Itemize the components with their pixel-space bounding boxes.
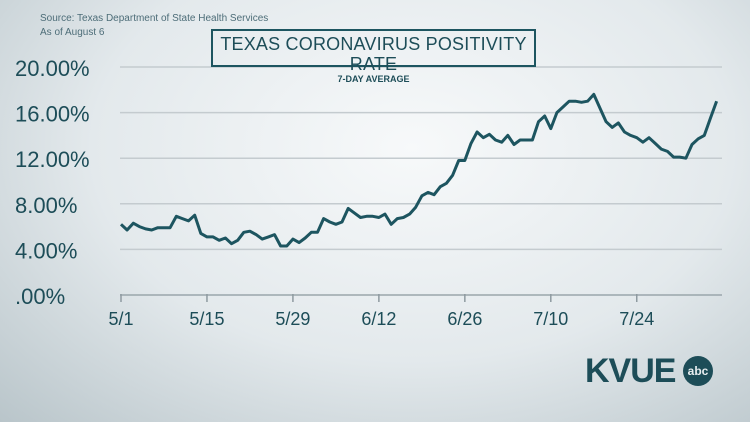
abc-logo: abc [683,356,713,386]
y-tick-label: .00% [15,284,65,309]
as-of-note: As of August 6 [40,27,105,38]
y-tick-label: 4.00% [15,238,77,263]
y-tick-label: 16.00% [15,102,90,127]
x-tick-label: 5/15 [189,309,224,329]
chart-title: TEXAS CORONAVIRUS POSITIVITY RATE [220,34,527,74]
x-tick-label: 5/1 [108,309,133,329]
chart-subtitle: 7-DAY AVERAGE [337,74,410,84]
x-tick-label: 7/24 [619,309,654,329]
x-tick-label: 6/12 [361,309,396,329]
chart-title-box: TEXAS CORONAVIRUS POSITIVITY RATE 7-DAY … [211,29,536,84]
x-tick-label: 6/26 [447,309,482,329]
source-note: Source: Texas Department of State Health… [40,13,269,24]
y-tick-label: 8.00% [15,193,77,218]
kvue-logo: KVUE [585,352,676,390]
x-tick-label: 7/10 [533,309,568,329]
x-tick-label: 5/29 [275,309,310,329]
y-tick-label: 20.00% [15,56,90,81]
y-tick-label: 12.00% [15,147,90,172]
series-line [119,92,719,248]
